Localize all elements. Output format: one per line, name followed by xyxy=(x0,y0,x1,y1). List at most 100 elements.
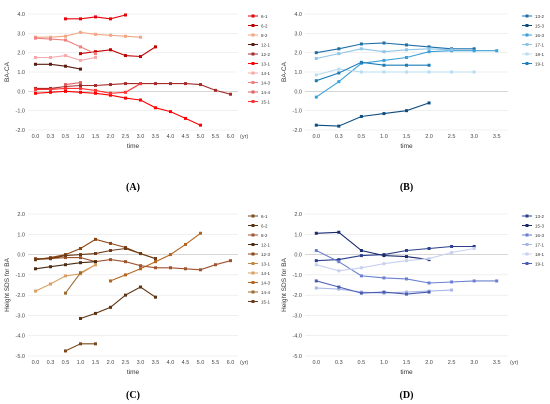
data-point xyxy=(337,258,341,262)
legend-marker xyxy=(251,300,255,303)
legend-marker xyxy=(251,224,255,227)
legend-label: 12-1 xyxy=(261,243,271,248)
series-line xyxy=(35,83,141,94)
data-point xyxy=(139,264,142,268)
y-tick-label: 2.0 xyxy=(294,51,302,57)
x-tick-label: 1.0 xyxy=(77,134,85,140)
legend-label: 14-4 xyxy=(261,290,271,295)
data-point xyxy=(79,256,82,260)
x-tick-label: 5.5 xyxy=(212,360,220,366)
data-point xyxy=(64,86,67,90)
x-unit-label: (yr) xyxy=(510,360,518,366)
data-point xyxy=(94,52,97,56)
series-line xyxy=(80,286,156,320)
y-tick-label: 0.0 xyxy=(17,89,25,95)
x-tick-label: 3.0 xyxy=(137,134,145,140)
data-point xyxy=(94,84,97,88)
data-point xyxy=(64,64,67,68)
data-point xyxy=(314,73,318,77)
data-point xyxy=(405,109,408,113)
legend-marker xyxy=(251,252,255,256)
y-tick-label: -3.0 xyxy=(293,313,302,319)
x-axis-title: time xyxy=(400,369,413,376)
x-tick-label: 0.3 xyxy=(335,134,343,140)
data-point xyxy=(169,110,172,114)
legend-label: 13-2 xyxy=(535,214,545,219)
data-point xyxy=(314,279,318,283)
data-point xyxy=(139,285,142,289)
data-point xyxy=(49,265,52,269)
legend-label: 16-3 xyxy=(535,33,545,38)
data-point xyxy=(405,70,408,74)
data-point xyxy=(79,271,82,275)
data-point xyxy=(184,267,187,271)
x-tick-label: 0.3 xyxy=(335,360,343,366)
data-point xyxy=(79,81,82,85)
data-point xyxy=(64,34,67,38)
y-tick-label: 2.0 xyxy=(17,212,25,218)
data-point xyxy=(94,91,97,95)
legend-marker xyxy=(525,262,529,265)
data-point xyxy=(472,47,476,51)
legend-label: 18-1 xyxy=(535,52,545,57)
data-point xyxy=(337,47,341,51)
legend-marker xyxy=(525,224,529,227)
data-point xyxy=(64,17,67,21)
x-tick-label: 2.0 xyxy=(107,360,115,366)
data-point xyxy=(154,257,157,261)
legend-marker xyxy=(251,62,255,65)
x-tick-label: 3.0 xyxy=(470,134,478,140)
data-point xyxy=(337,269,341,273)
data-point xyxy=(427,63,431,67)
data-point xyxy=(427,246,431,250)
data-point xyxy=(109,83,112,87)
series-line xyxy=(35,90,201,126)
legend-marker xyxy=(251,14,255,18)
data-point xyxy=(94,15,97,19)
x-tick-label: 5.5 xyxy=(212,134,220,140)
series-line xyxy=(316,42,475,54)
data-point xyxy=(450,244,454,248)
x-tick-label: 5.0 xyxy=(197,360,205,366)
y-axis-title: Height SDS for BA xyxy=(4,257,11,311)
x-tick-label: 0.5 xyxy=(62,134,70,140)
data-point xyxy=(405,56,408,59)
x-tick-label: 4.0 xyxy=(167,360,175,366)
data-point xyxy=(109,17,112,21)
legend-label: 6-1 xyxy=(261,14,268,19)
y-tick-label: 0.0 xyxy=(17,253,25,259)
data-point xyxy=(337,67,341,71)
data-point xyxy=(314,95,318,99)
x-tick-label: 2.5 xyxy=(448,134,456,140)
data-point xyxy=(495,49,499,53)
legend-label: 18-1 xyxy=(535,252,545,257)
data-point xyxy=(314,79,318,83)
data-point xyxy=(472,279,476,283)
legend-marker xyxy=(251,52,255,56)
data-point xyxy=(124,13,127,17)
data-point xyxy=(450,280,454,284)
x-tick-label: 3.5 xyxy=(493,134,501,140)
data-point xyxy=(405,48,408,52)
legend-label: 6-1 xyxy=(261,214,268,219)
data-point xyxy=(199,123,202,127)
data-point xyxy=(314,263,318,267)
data-point xyxy=(154,266,157,270)
data-point xyxy=(154,82,157,86)
data-point xyxy=(139,55,142,59)
x-tick-label: 3.5 xyxy=(493,360,501,366)
series-line xyxy=(316,245,475,262)
data-point xyxy=(359,60,363,64)
y-tick-label: -4.0 xyxy=(16,334,25,340)
x-tick-label: 0.0 xyxy=(312,134,320,140)
panel-label: (B) xyxy=(400,182,413,193)
x-tick-label: 5.0 xyxy=(197,134,205,140)
data-point xyxy=(109,279,112,283)
legend-label: 15-1 xyxy=(261,300,271,305)
data-point xyxy=(359,274,363,278)
y-tick-label: 3.0 xyxy=(294,31,302,37)
data-point xyxy=(405,249,408,253)
data-point xyxy=(405,259,408,263)
legend-label: 17-1 xyxy=(535,243,545,248)
data-point xyxy=(64,54,67,58)
